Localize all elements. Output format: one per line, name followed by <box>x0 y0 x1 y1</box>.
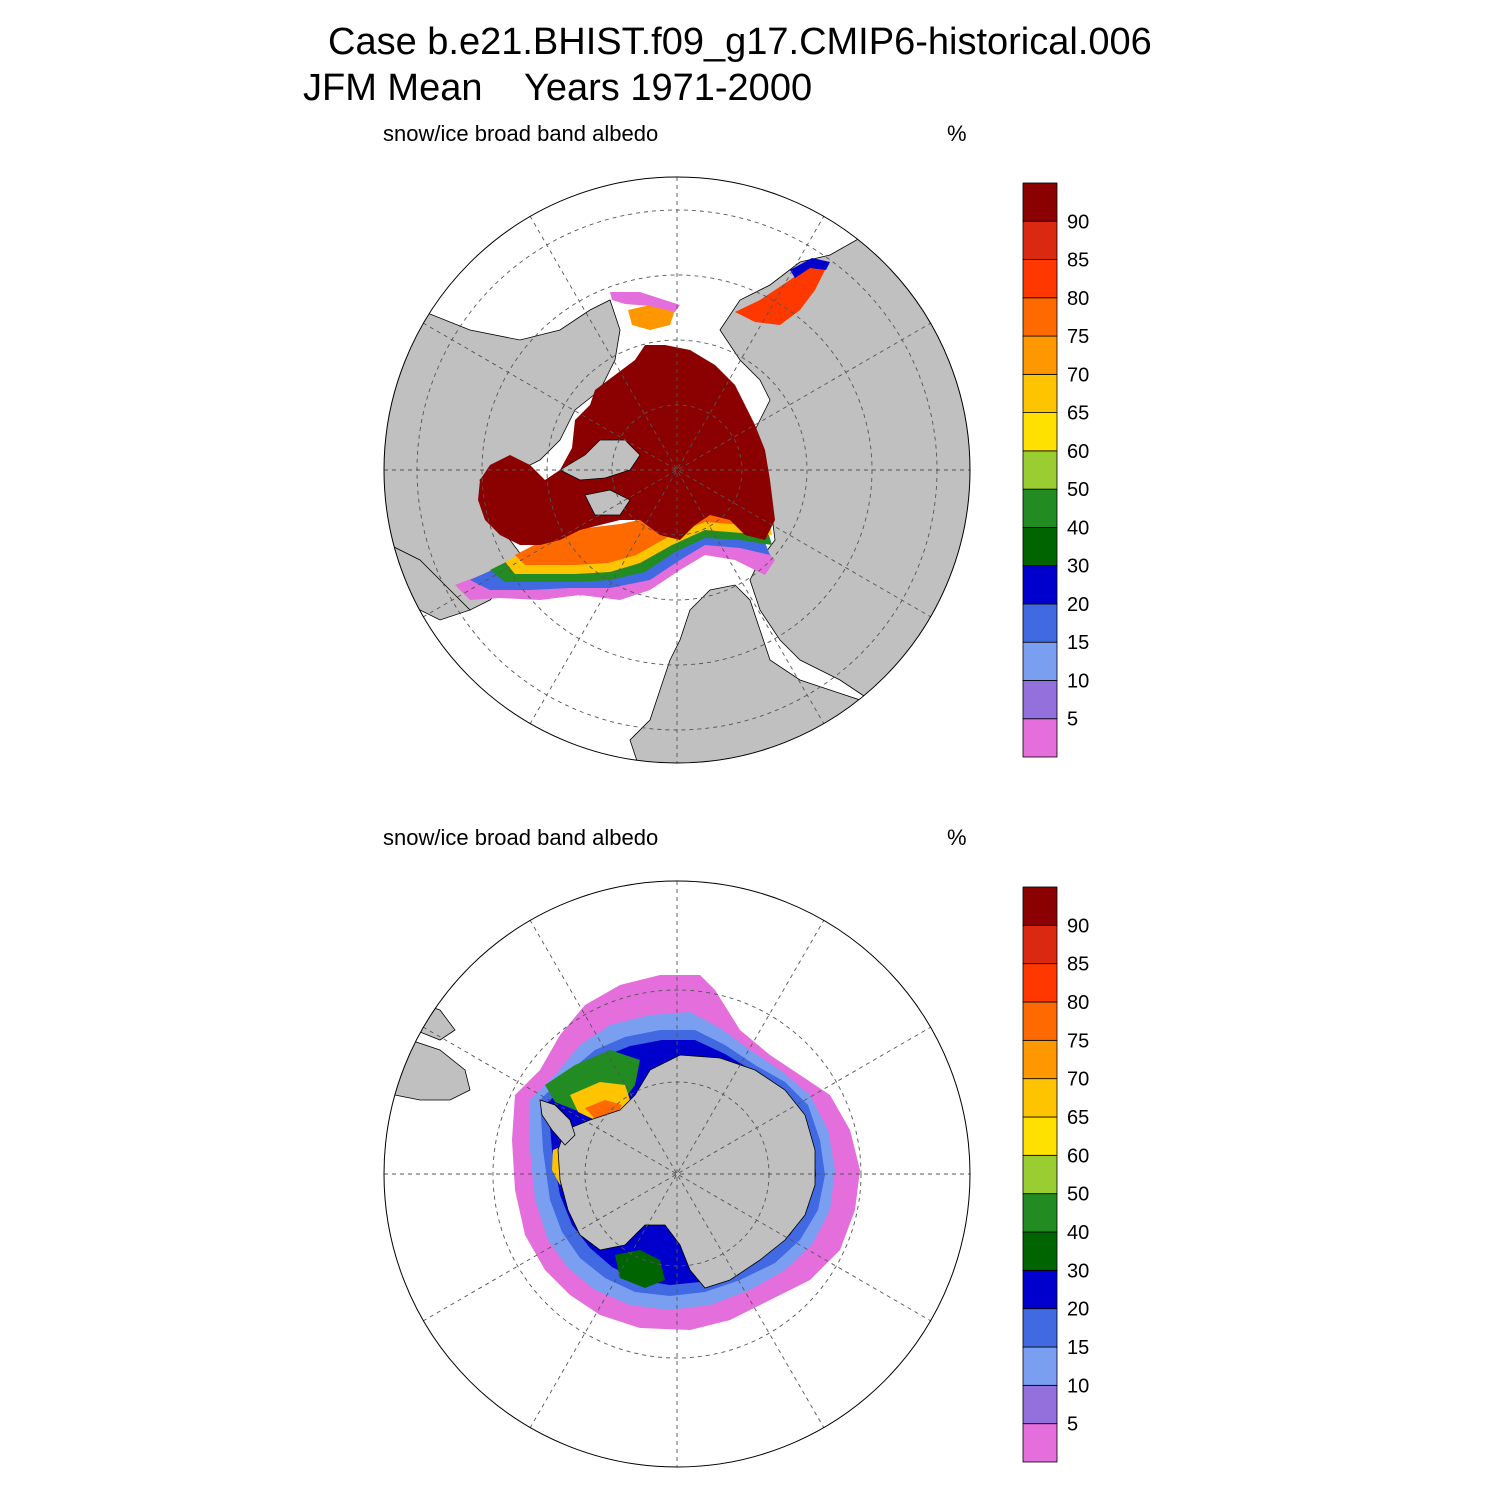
south-colorbar-box <box>1022 1154 1058 1195</box>
south-colorbar: 5 10 15 20 30 40 50 60 65 70 75 80 85 90 <box>1022 886 1089 1463</box>
north-colorbar-box <box>1022 641 1058 681</box>
south-colorbar-box <box>1022 1116 1058 1156</box>
south-colorbar-label: 80 <box>1067 992 1089 1014</box>
south-colorbar-box <box>1022 886 1058 926</box>
north-land-baffin <box>584 489 631 516</box>
north-colorbar-box <box>1022 373 1058 414</box>
south-colorbar-box <box>1022 1269 1058 1310</box>
north-colorbar-label: 75 <box>1067 326 1089 348</box>
north-colorbar-label: 65 <box>1067 403 1089 425</box>
south-colorbar-label: 20 <box>1067 1299 1089 1321</box>
south-land-antarctica <box>557 1054 816 1289</box>
north-ice-bering <box>628 305 675 330</box>
south-colorbar-label: 60 <box>1067 1145 1089 1167</box>
south-colorbar-label: 50 <box>1067 1184 1089 1206</box>
north-colorbar-box <box>1022 220 1058 260</box>
south-colorbar-label: 10 <box>1067 1375 1089 1397</box>
north-colorbar-box <box>1022 259 1058 299</box>
south-colorbar-label: 75 <box>1067 1030 1089 1052</box>
north-colorbar-box <box>1022 335 1058 375</box>
north-ice-fringe-orange <box>515 500 773 565</box>
north-graticule <box>384 177 970 763</box>
north-colorbar-label: 60 <box>1067 441 1089 463</box>
south-colorbar-label: 5 <box>1067 1414 1078 1436</box>
north-variable-label: snow/ice broad band albedo <box>383 121 659 146</box>
north-colorbar-label: 50 <box>1067 479 1089 501</box>
south-graticule <box>384 881 970 1467</box>
north-colorbar-box <box>1022 450 1058 490</box>
south-colorbar-label: 30 <box>1067 1260 1089 1282</box>
south-variable-label: snow/ice broad band albedo <box>383 825 659 850</box>
north-colorbar-label: 40 <box>1067 517 1089 539</box>
south-colorbar-box <box>1022 1231 1058 1271</box>
north-colorbar: 5 10 15 20 30 40 50 60 65 70 75 80 85 90 <box>1022 182 1089 758</box>
north-ice-okhotsk-edge <box>790 258 830 278</box>
north-polar-map <box>383 176 971 764</box>
page-title: Case b.e21.BHIST.f09_g17.CMIP6-historica… <box>328 21 1152 63</box>
south-colorbar-box <box>1022 1384 1058 1425</box>
south-colorbar-label: 65 <box>1067 1107 1089 1129</box>
south-map-border <box>383 880 971 1468</box>
south-colorbar-box <box>1022 1039 1058 1080</box>
page-subtitle: JFM Mean Years 1971-2000 <box>303 67 813 109</box>
north-colorbar-label: 15 <box>1067 632 1089 654</box>
north-colorbar-box <box>1022 488 1058 528</box>
north-colorbar-label: 10 <box>1067 670 1089 692</box>
south-colorbar-box <box>1022 1423 1058 1463</box>
south-polar-map <box>383 880 971 1468</box>
south-colorbar-label: 40 <box>1067 1222 1089 1244</box>
north-colorbar-box <box>1022 527 1058 567</box>
north-colorbar-box <box>1022 297 1058 337</box>
south-colorbar-label: 70 <box>1067 1069 1089 1091</box>
north-colorbar-label: 85 <box>1067 250 1089 272</box>
south-colorbar-box <box>1022 1193 1058 1233</box>
south-colorbar-box <box>1022 1078 1058 1118</box>
south-colorbar-box <box>1022 924 1058 965</box>
north-colorbar-label: 90 <box>1067 211 1089 233</box>
north-colorbar-box <box>1022 182 1058 222</box>
south-colorbar-label: 15 <box>1067 1337 1089 1359</box>
north-colorbar-box <box>1022 718 1058 758</box>
north-colorbar-label: 5 <box>1067 709 1078 731</box>
south-land-antarctic-peninsula <box>539 1099 576 1146</box>
north-colorbar-label: 30 <box>1067 556 1089 578</box>
north-colorbar-box <box>1022 565 1058 605</box>
south-units-label: % <box>947 825 967 850</box>
south-colorbar-box <box>1022 1001 1058 1041</box>
north-colorbar-label: 80 <box>1067 288 1089 310</box>
north-colorbar-label: 70 <box>1067 364 1089 386</box>
north-units-label: % <box>947 121 967 146</box>
north-ice-okhotsk <box>735 265 825 325</box>
north-ice-bering-edge <box>610 292 680 312</box>
south-colorbar-box <box>1022 963 1058 1003</box>
north-map-border <box>383 176 971 764</box>
south-colorbar-label: 85 <box>1067 954 1089 976</box>
north-colorbar-box <box>1022 680 1058 720</box>
south-colorbar-box <box>1022 1346 1058 1386</box>
south-colorbar-label: 90 <box>1067 915 1089 937</box>
north-colorbar-box <box>1022 603 1058 643</box>
north-colorbar-label: 20 <box>1067 594 1089 616</box>
north-colorbar-box <box>1022 412 1058 452</box>
south-colorbar-box <box>1022 1308 1058 1348</box>
